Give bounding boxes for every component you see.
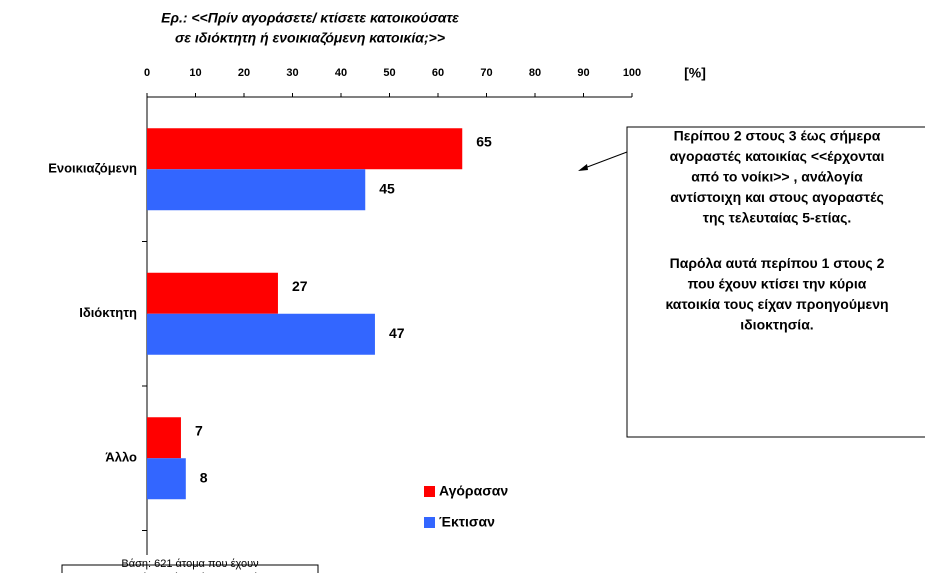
y-tick-label: Άλλο — [105, 450, 137, 465]
legend-label: Έκτισαν — [439, 514, 495, 530]
arrow-head — [578, 164, 588, 171]
x-tick-label: 100 — [623, 67, 641, 79]
bar — [147, 313, 375, 355]
x-tick-label: 20 — [238, 67, 250, 79]
annotation-box — [626, 126, 925, 438]
data-label: 7 — [195, 422, 203, 438]
x-tick-label: 10 — [189, 67, 201, 79]
data-label: 45 — [379, 180, 395, 196]
x-tick-label: 0 — [144, 67, 150, 79]
y-tick-label: Ενοικιαζόμενη — [48, 161, 137, 176]
annotation-text: Περίπου 2 στους 3 έως σήμερα — [674, 128, 881, 144]
annotation-text: αντίστοιχη και στους αγοραστές — [670, 189, 884, 205]
annotation-text: που έχουν κτίσει την κύρια — [688, 276, 867, 292]
legend-swatch — [424, 517, 435, 528]
data-label: 65 — [476, 133, 492, 149]
footnote: Βάση: 621 άτομα που έχουν — [121, 558, 259, 570]
x-tick-label: 80 — [529, 67, 541, 79]
data-label: 27 — [292, 278, 308, 294]
annotation-arrow — [581, 151, 628, 170]
bar — [147, 128, 463, 170]
footnote: αγοράσει/κτίσει κύρια κατοικία — [117, 572, 263, 573]
bar — [147, 458, 186, 500]
data-label: 8 — [200, 469, 208, 485]
bar — [147, 272, 278, 314]
legend-swatch — [424, 486, 435, 497]
annotation-text: από το νοίκι>> , ανάλογία — [691, 169, 863, 185]
data-label: 47 — [389, 325, 405, 341]
x-tick-label: 60 — [432, 67, 444, 79]
x-tick-label: 30 — [286, 67, 298, 79]
annotation-text: κατοικία τους είχαν προηγούμενη — [665, 296, 888, 312]
x-tick-label: 90 — [577, 67, 589, 79]
bar — [147, 417, 181, 459]
legend-label: Αγόρασαν — [439, 483, 508, 499]
annotation-text: Παρόλα αυτά περίπου 1 στους 2 — [670, 255, 885, 271]
x-tick-label: 40 — [335, 67, 347, 79]
x-tick-label: 70 — [480, 67, 492, 79]
x-tick-label: 50 — [383, 67, 395, 79]
annotation-text: της τελευταίας 5-ετίας. — [703, 210, 852, 226]
bar — [147, 169, 366, 211]
annotation-text: ιδιοκτησία. — [740, 317, 813, 333]
annotation-text: αγοραστές κατοικίας <<έρχονται — [670, 148, 885, 164]
footnote-box — [61, 564, 319, 573]
x-unit-label: [%] — [684, 65, 706, 81]
chart-title: Ερ.: <<Πρίν αγοράσετε/ κτίσετε κατοικούσ… — [161, 10, 459, 26]
chart-title: σε ιδιόκτητη ή ενοικιαζόμενη κατοικία;>> — [175, 30, 445, 46]
y-tick-label: Ιδιόκτητη — [79, 305, 137, 320]
